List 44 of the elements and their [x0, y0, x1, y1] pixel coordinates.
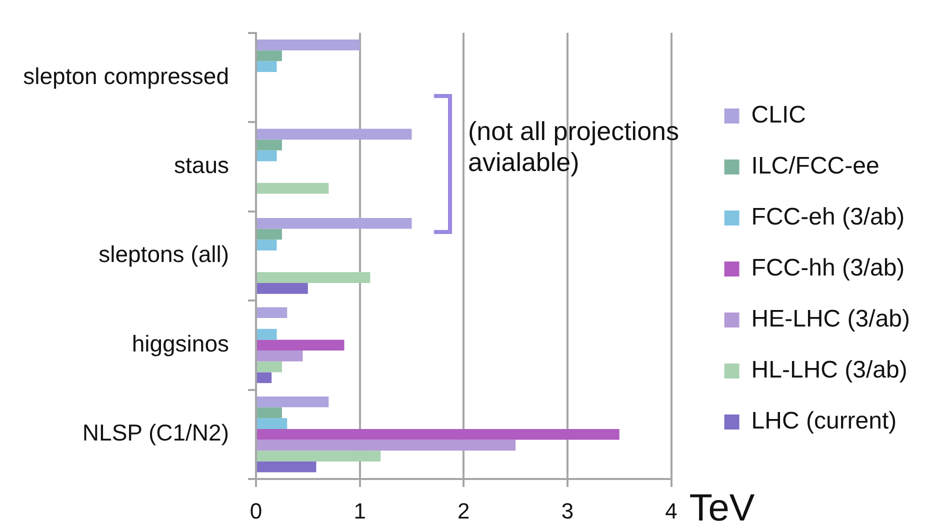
bar — [257, 218, 412, 229]
bar — [257, 182, 329, 194]
annotation: (not all projections avialable) — [468, 116, 680, 178]
bar — [257, 61, 277, 72]
bar — [257, 328, 277, 340]
bar — [257, 461, 316, 472]
bar — [257, 340, 344, 351]
legend-label: HE-LHC (3/ab) — [751, 306, 910, 333]
bar — [257, 361, 282, 372]
x-axis-title: TeV — [689, 487, 756, 528]
y-tick-label: slepton compressed — [23, 62, 229, 89]
bar — [257, 307, 288, 318]
bar — [257, 140, 282, 150]
bar — [257, 350, 303, 362]
legend-label: FCC-eh (3/ab) — [751, 204, 905, 231]
legend-label: LHC (current) — [751, 408, 897, 435]
y-tick-label: sleptons (all) — [98, 241, 229, 268]
bar — [257, 39, 360, 50]
bar — [257, 440, 516, 451]
bar — [257, 272, 370, 283]
bar — [257, 372, 272, 384]
bar — [257, 428, 620, 440]
x-tick-label: 1 — [354, 498, 366, 524]
bar — [257, 396, 329, 408]
y-tick-label: NLSP (C1/N2) — [82, 420, 229, 446]
bar — [257, 228, 282, 240]
bar — [257, 50, 282, 62]
legend-label: HL-LHC (3/ab) — [751, 356, 908, 384]
bar — [257, 240, 277, 250]
legend-label: CLIC — [751, 102, 806, 129]
x-tick-label: 2 — [458, 498, 470, 524]
legend-label: ILC/FCC-ee — [751, 152, 880, 180]
bar — [257, 128, 412, 140]
x-tick-label: 3 — [561, 498, 574, 524]
bar — [257, 150, 277, 162]
bar — [257, 282, 308, 294]
y-tick-label: higgsinos — [132, 330, 229, 356]
x-tick-label: 4 — [665, 498, 678, 524]
y-tick-label: staus — [174, 152, 229, 178]
bar — [257, 418, 288, 429]
x-tick-label: 0 — [250, 498, 262, 524]
legend-label: FCC-hh (3/ab) — [751, 254, 905, 282]
bar — [257, 407, 282, 418]
bar — [257, 450, 381, 462]
